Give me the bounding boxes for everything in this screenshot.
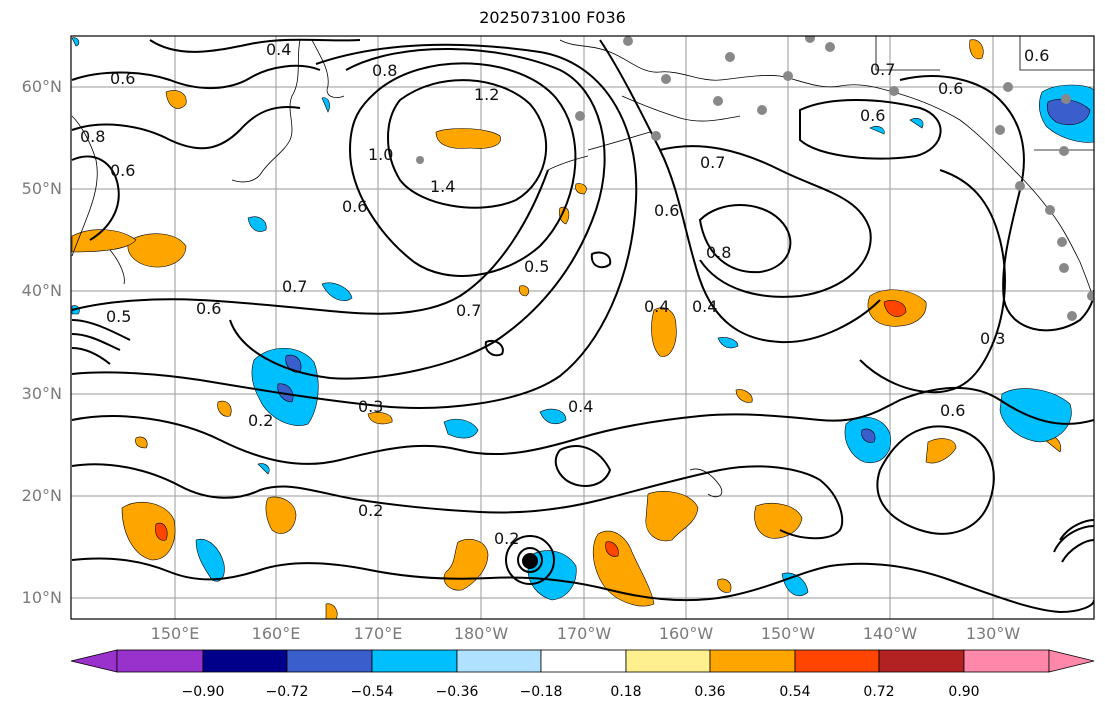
colorbar-tick-label: −0.18: [519, 684, 563, 700]
colorbar-tick-label: −0.72: [265, 684, 309, 700]
lat-label-10n: 10°N: [21, 588, 62, 607]
contour-label: 0.2: [248, 411, 273, 430]
contour-label-group: 0.4 0.6 0.8 0.6 0.8 1.2 1.0 1.4 0.6 0.7 …: [80, 40, 1049, 548]
colorbar-extend-low: [70, 649, 118, 673]
lon-label-170w: 170°W: [556, 624, 612, 643]
contour-label: 0.2: [494, 529, 519, 548]
lat-label-60n: 60°N: [21, 77, 62, 96]
shading-positive: [71, 39, 1062, 619]
colorbar-tick-label: 0.72: [863, 684, 895, 700]
contour-label: 0.7: [456, 301, 481, 320]
lat-label-30n: 30°N: [21, 384, 62, 403]
contour-label: 0.4: [692, 297, 717, 316]
colorbar-tick-label: 0.54: [779, 684, 811, 700]
contour-label: 0.8: [706, 243, 731, 262]
contour-label: 0.7: [282, 277, 307, 296]
lat-label-20n: 20°N: [21, 486, 62, 505]
contour-label: 0.6: [940, 401, 965, 420]
contour-label: 0.6: [110, 161, 135, 180]
lon-label-170e: 170°E: [353, 624, 403, 643]
contour-label: 0.6: [860, 106, 885, 125]
lat-label-50n: 50°N: [21, 179, 62, 198]
colorbar-tick-label: −0.90: [181, 684, 225, 700]
lon-label-140w: 140°W: [862, 624, 918, 643]
lon-label-150w: 150°W: [760, 624, 816, 643]
lon-label-180w: 180°W: [453, 624, 509, 643]
contour-label: 1.4: [430, 177, 455, 196]
lon-label-150e: 150°E: [150, 624, 200, 643]
contour-label: 0.6: [654, 201, 679, 220]
colorbar-extend-high: [1048, 649, 1095, 673]
contour-label: 0.6: [1024, 46, 1049, 65]
contour-label: 0.6: [196, 299, 221, 318]
colorbar: [70, 649, 1095, 673]
contour-label: 0.5: [524, 257, 549, 276]
colorbar-tick-label: 0.18: [610, 684, 642, 700]
plot-frame: [70, 35, 1095, 620]
colorbar-tick-label: −0.54: [350, 684, 394, 700]
contour-label: 0.6: [938, 79, 963, 98]
contour-label: 0.4: [568, 397, 593, 416]
contour-label: 0.7: [700, 153, 725, 172]
lon-label-160e: 160°E: [251, 624, 301, 643]
contour-label: 0.5: [106, 307, 131, 326]
contour-label: 0.3: [980, 329, 1005, 348]
shading-negative: [71, 37, 1094, 601]
lat-label-40n: 40°N: [21, 281, 62, 300]
contour-label: 0.2: [358, 501, 383, 520]
contour-label: 1.0: [368, 145, 393, 164]
contour-label: 0.3: [358, 397, 383, 416]
gridlines: [71, 36, 1094, 619]
colorbar-tick-label: 0.90: [948, 684, 980, 700]
contour-label: 1.2: [474, 85, 499, 104]
contour-lines: [71, 38, 1094, 614]
contour-label: 0.6: [342, 197, 367, 216]
contour-label: 0.7: [870, 60, 895, 79]
contour-label: 0.4: [266, 40, 291, 59]
coastlines: [71, 36, 1094, 498]
contour-label: 0.4: [644, 297, 669, 316]
colorbar-tick-label: 0.36: [694, 684, 726, 700]
contour-label: 0.8: [80, 127, 105, 146]
contour-label: 0.8: [372, 61, 397, 80]
contour-label: 0.6: [110, 69, 135, 88]
lon-label-130w: 130°W: [965, 624, 1021, 643]
station-markers: [416, 36, 1094, 321]
lon-label-160w: 160°W: [658, 624, 714, 643]
map-title: 2025073100 F036: [479, 8, 626, 27]
storm-marker: [522, 553, 538, 569]
colorbar-tick-label: −0.36: [435, 684, 479, 700]
